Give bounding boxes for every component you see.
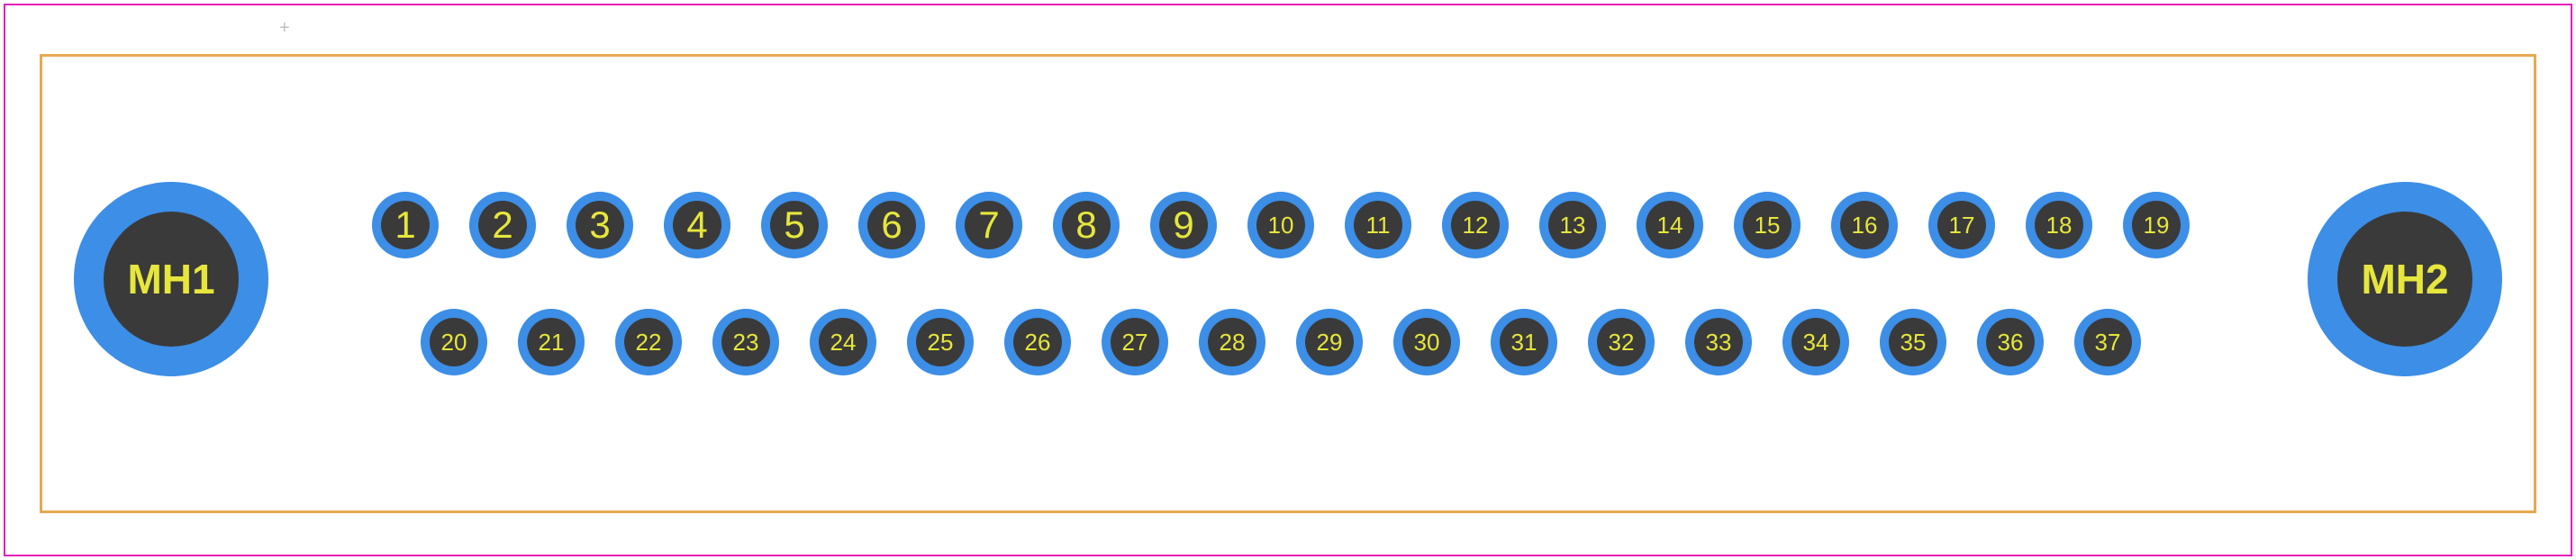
pin-21: 21 [518, 309, 585, 375]
pin-24: 24 [810, 309, 876, 375]
pin-label: 32 [1597, 318, 1646, 366]
pin-label: 4 [673, 201, 721, 249]
pin-37: 37 [2074, 309, 2141, 375]
pin-14: 14 [1637, 192, 1703, 258]
pin-28: 28 [1199, 309, 1265, 375]
pin-36: 36 [1977, 309, 2044, 375]
pin-16: 16 [1831, 192, 1898, 258]
pin-10: 10 [1247, 192, 1314, 258]
mounting-hole-mh1: MH1 [74, 182, 268, 376]
pin-label: 19 [2132, 201, 2181, 249]
pin-15: 15 [1734, 192, 1800, 258]
pin-label: 27 [1111, 318, 1159, 366]
pin-label: 1 [381, 201, 430, 249]
pin-label: 11 [1354, 201, 1402, 249]
pin-7: 7 [956, 192, 1022, 258]
pin-label: 5 [770, 201, 819, 249]
pin-label: 8 [1062, 201, 1111, 249]
pin-31: 31 [1491, 309, 1557, 375]
pin-label: 22 [624, 318, 673, 366]
pin-label: 14 [1646, 201, 1694, 249]
pin-label: 13 [1548, 201, 1597, 249]
pin-9: 9 [1150, 192, 1217, 258]
inner-border [40, 54, 2536, 513]
pin-label: 15 [1743, 201, 1791, 249]
mounting-hole-mh2: MH2 [2308, 182, 2502, 376]
pin-29: 29 [1296, 309, 1363, 375]
pin-34: 34 [1782, 309, 1849, 375]
pin-6: 6 [858, 192, 925, 258]
pin-27: 27 [1102, 309, 1168, 375]
pin-label: 28 [1208, 318, 1256, 366]
pin-11: 11 [1345, 192, 1411, 258]
pin-label: 36 [1986, 318, 2035, 366]
pin-label: 30 [1402, 318, 1451, 366]
pin-18: 18 [2026, 192, 2092, 258]
pin-20: 20 [421, 309, 487, 375]
pin-32: 32 [1588, 309, 1655, 375]
pin-25: 25 [907, 309, 974, 375]
pin-label: 21 [527, 318, 576, 366]
pin-label: 16 [1840, 201, 1889, 249]
pin-30: 30 [1393, 309, 1460, 375]
pin-label: 3 [576, 201, 624, 249]
pin-label: 29 [1305, 318, 1354, 366]
pin-label: 34 [1791, 318, 1840, 366]
pin-22: 22 [615, 309, 682, 375]
pin-label: 12 [1451, 201, 1500, 249]
pin-label: 31 [1500, 318, 1548, 366]
pin-label: 23 [721, 318, 770, 366]
pin-1: 1 [372, 192, 439, 258]
pin-label: 7 [965, 201, 1013, 249]
pin-label: 26 [1013, 318, 1062, 366]
pin-label: 9 [1159, 201, 1208, 249]
pin-label: 2 [478, 201, 527, 249]
pin-label: 6 [867, 201, 916, 249]
pin-13: 13 [1539, 192, 1606, 258]
pin-label: 18 [2035, 201, 2083, 249]
pin-23: 23 [712, 309, 779, 375]
pin-17: 17 [1928, 192, 1995, 258]
pin-label: 35 [1889, 318, 1937, 366]
pin-8: 8 [1053, 192, 1120, 258]
pin-label: 37 [2083, 318, 2132, 366]
pin-label: 25 [916, 318, 965, 366]
pin-label: 10 [1256, 201, 1305, 249]
pin-label: 33 [1694, 318, 1743, 366]
pin-label: 17 [1937, 201, 1986, 249]
pin-12: 12 [1442, 192, 1509, 258]
pin-19: 19 [2123, 192, 2190, 258]
pin-5: 5 [761, 192, 828, 258]
pin-26: 26 [1004, 309, 1071, 375]
mounting-hole-label: MH1 [104, 212, 239, 347]
pin-label: 20 [430, 318, 478, 366]
pin-2: 2 [469, 192, 536, 258]
cursor-mark: + [279, 18, 290, 39]
pin-label: 24 [819, 318, 867, 366]
pin-33: 33 [1685, 309, 1752, 375]
pin-3: 3 [567, 192, 633, 258]
pin-35: 35 [1880, 309, 1946, 375]
pin-4: 4 [664, 192, 730, 258]
mounting-hole-label: MH2 [2337, 212, 2472, 347]
